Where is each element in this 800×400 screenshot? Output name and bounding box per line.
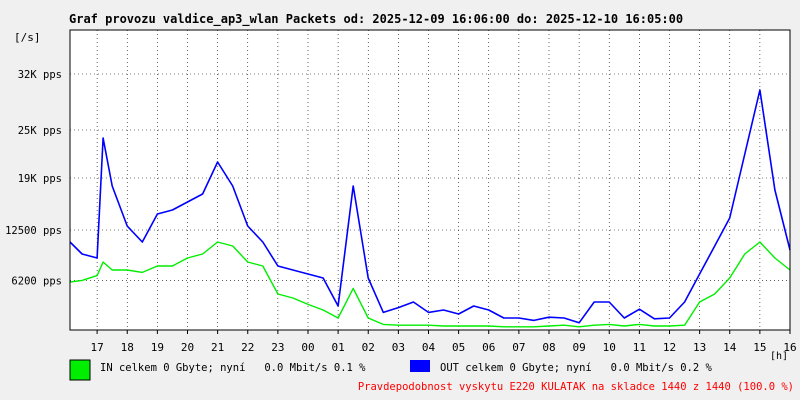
series-line-in [69,241,791,328]
legend-out-swatch [410,360,430,372]
x-tick-label: 11 [633,341,646,354]
x-tick-label: 23 [271,341,284,354]
x-tick-label: 21 [211,341,224,354]
footnote: Pravdepodobnost vyskytu E220 KULATAK na … [358,381,794,393]
x-tick-label: 05 [452,341,465,354]
x-tick-label: 13 [693,341,706,354]
chart-title: Graf provozu valdice_ap3_wlan Packets od… [69,12,683,27]
grid-lines [70,30,791,330]
x-tick-label: 06 [482,341,495,354]
x-tick-label: 16 [783,341,796,354]
x-tick-label: 19 [151,341,164,354]
legend-in-swatch [69,359,91,381]
x-tick-label: 09 [572,341,585,354]
plot-background [70,30,790,330]
series-layer [69,89,791,328]
plot-frame [69,29,791,331]
x-tick-label: 12 [663,341,676,354]
x-axis-unit-label: [h] [770,351,788,362]
y-axis-unit-label: [/s] [14,31,41,44]
y-tick-label: 32K pps [18,69,62,81]
x-tick-label: 22 [241,341,254,354]
y-tick-label: 6200 pps [11,275,62,287]
x-tick-label: 15 [753,341,766,354]
x-tick-label: 18 [121,341,134,354]
x-tick-label: 03 [392,341,405,354]
x-tick-label: 08 [542,341,555,354]
legend-out-text: OUT celkem 0 Gbyte; nyní 0.0 Mbit/s 0.2 … [440,362,713,374]
x-tick-label: 00 [301,341,314,354]
x-tick-label: 02 [362,341,375,354]
x-tick-label: 20 [181,341,194,354]
series-line-out [69,89,791,324]
x-tick-label: 07 [512,341,525,354]
x-tick-label: 17 [90,341,103,354]
x-tick-label: 04 [422,341,436,354]
x-tick-label: 01 [331,341,344,354]
y-tick-label: 19K pps [18,173,62,185]
x-axis: 17 18 19 20 21 22 23 00 01 02 03 04 05 06 07 08 09 10 11 12… [90,330,797,354]
x-tick-label: 14 [723,341,737,354]
y-tick-label: 12500 pps [5,225,62,237]
x-tick-label: 10 [603,341,616,354]
y-tick-label: 25K pps [18,125,62,137]
legend-in-text: IN celkem 0 Gbyte; nyní 0.0 Mbit/s 0.1 % [100,362,366,374]
y-axis: 6200 pps 12500 pps 19K pps 25K pps 32K pps [5,69,62,287]
